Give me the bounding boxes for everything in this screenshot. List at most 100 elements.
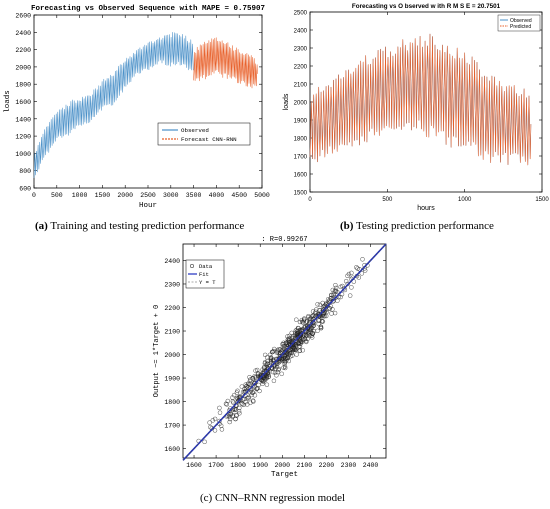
data-point xyxy=(280,344,286,350)
plot-frame xyxy=(309,11,543,193)
data-point xyxy=(268,357,274,363)
legend-label-forecast: Forecast CNN-RNN xyxy=(181,136,237,143)
data-point xyxy=(245,402,250,407)
y-tick-label: 1400 xyxy=(15,116,31,123)
caption-b-letter: (b) xyxy=(340,220,354,232)
data-point xyxy=(275,347,281,353)
data-point xyxy=(321,305,326,310)
x-axis-label: Hour xyxy=(139,202,157,210)
data-point xyxy=(320,319,326,324)
data-point xyxy=(210,418,215,423)
x-tick-label: 2200 xyxy=(319,462,335,469)
caption-a: (a) Training and testing prediction perf… xyxy=(35,220,244,232)
x-tick-label: 5000 xyxy=(254,192,270,199)
data-point xyxy=(276,366,282,372)
data-point xyxy=(309,335,315,340)
y-tick-label: 1000 xyxy=(15,151,31,158)
y-tick-label: 1600 xyxy=(164,446,180,453)
data-point xyxy=(359,271,365,276)
legend-label-data: Data xyxy=(199,263,213,270)
data-point xyxy=(290,340,295,346)
data-point xyxy=(260,379,266,384)
chart-c-svg: 1600 1700 1800 1900 2000 2100 2200 2300 2400 1600… xyxy=(153,236,387,479)
x-tick-label: 500 xyxy=(382,197,393,203)
data-point xyxy=(276,367,281,373)
data-point xyxy=(233,416,238,422)
y-tick-label: 2500 xyxy=(294,11,308,17)
data-point xyxy=(252,375,258,380)
y-tick-label: 1200 xyxy=(15,134,31,141)
y-tick-label: 2400 xyxy=(294,29,308,35)
data-point xyxy=(271,360,276,366)
data-point xyxy=(311,323,316,328)
legend-label-observed: Observed xyxy=(181,127,209,134)
data-point xyxy=(309,325,314,330)
data-point xyxy=(242,386,247,392)
chart-title: Forecasting vs Observed Sequence with MA… xyxy=(31,5,265,13)
data-point xyxy=(278,358,283,363)
x-tick-label: 2000 xyxy=(117,192,133,199)
chart-b: 0 500 1000 1500 1500 1600 1700 1800 1900 2000 2100… xyxy=(280,0,550,232)
data-point xyxy=(354,265,359,270)
chart-title: : R=0.99267 xyxy=(261,236,307,244)
data-point xyxy=(254,386,260,391)
data-point xyxy=(321,304,327,309)
x-tick-label: 2300 xyxy=(341,462,357,469)
data-point xyxy=(325,297,331,302)
data-point xyxy=(290,353,295,358)
legend-label-predicted: Predicted xyxy=(510,24,531,30)
data-point xyxy=(293,328,299,333)
data-point xyxy=(319,309,324,315)
x-tick-label: 1500 xyxy=(95,192,111,199)
data-point xyxy=(239,384,245,389)
data-point xyxy=(288,343,293,348)
x-tick-label: 1700 xyxy=(208,462,224,469)
caption-b-text: Testing prediction performance xyxy=(353,220,494,232)
data-point xyxy=(308,325,314,331)
data-point xyxy=(289,335,295,340)
data-point xyxy=(298,339,304,345)
data-point xyxy=(227,416,233,422)
data-point xyxy=(299,317,305,323)
data-point xyxy=(208,424,213,430)
x-tick-label: 4000 xyxy=(209,192,225,199)
x-tick-label: 2500 xyxy=(140,192,156,199)
x-tick-label: 1900 xyxy=(252,462,268,469)
y-tick-label: 1900 xyxy=(164,376,180,383)
data-point xyxy=(236,408,242,414)
data-point xyxy=(339,292,345,297)
y-tick-label: 2000 xyxy=(15,64,31,71)
x-tick-label: 2400 xyxy=(363,462,379,469)
y-tick-label: 2300 xyxy=(294,47,308,53)
series-predicted xyxy=(309,33,532,166)
data-point xyxy=(262,361,268,366)
data-point xyxy=(347,293,353,298)
data-point xyxy=(271,378,277,384)
data-point xyxy=(257,388,262,394)
y-tick-label: 2600 xyxy=(15,13,31,20)
chart-a-svg: 0 500 1000 1500 2000 2500 3000 3500 4000 4500 5000… xyxy=(4,5,270,210)
data-point xyxy=(355,266,360,271)
x-tick-label: 0 xyxy=(32,192,36,199)
data-point xyxy=(331,293,336,298)
plot-frame xyxy=(33,14,263,189)
y-axis-label: loads xyxy=(283,93,290,110)
caption-b: (b) Testing prediction performance xyxy=(340,220,494,232)
data-point xyxy=(224,402,230,407)
data-point xyxy=(227,419,232,425)
data-point xyxy=(252,374,257,379)
data-point xyxy=(299,319,305,325)
data-point xyxy=(360,257,365,262)
data-point xyxy=(346,271,352,277)
data-point xyxy=(338,294,343,300)
y-tick-label: 2200 xyxy=(164,305,180,312)
y-tick-label: 1600 xyxy=(15,99,31,106)
data-point xyxy=(311,313,316,319)
data-point xyxy=(285,355,291,361)
data-point xyxy=(274,373,279,378)
data-point xyxy=(327,306,332,311)
data-point xyxy=(322,306,328,312)
data-point xyxy=(253,368,258,373)
y-tick-label: 2400 xyxy=(15,30,31,37)
data-point xyxy=(305,336,310,342)
